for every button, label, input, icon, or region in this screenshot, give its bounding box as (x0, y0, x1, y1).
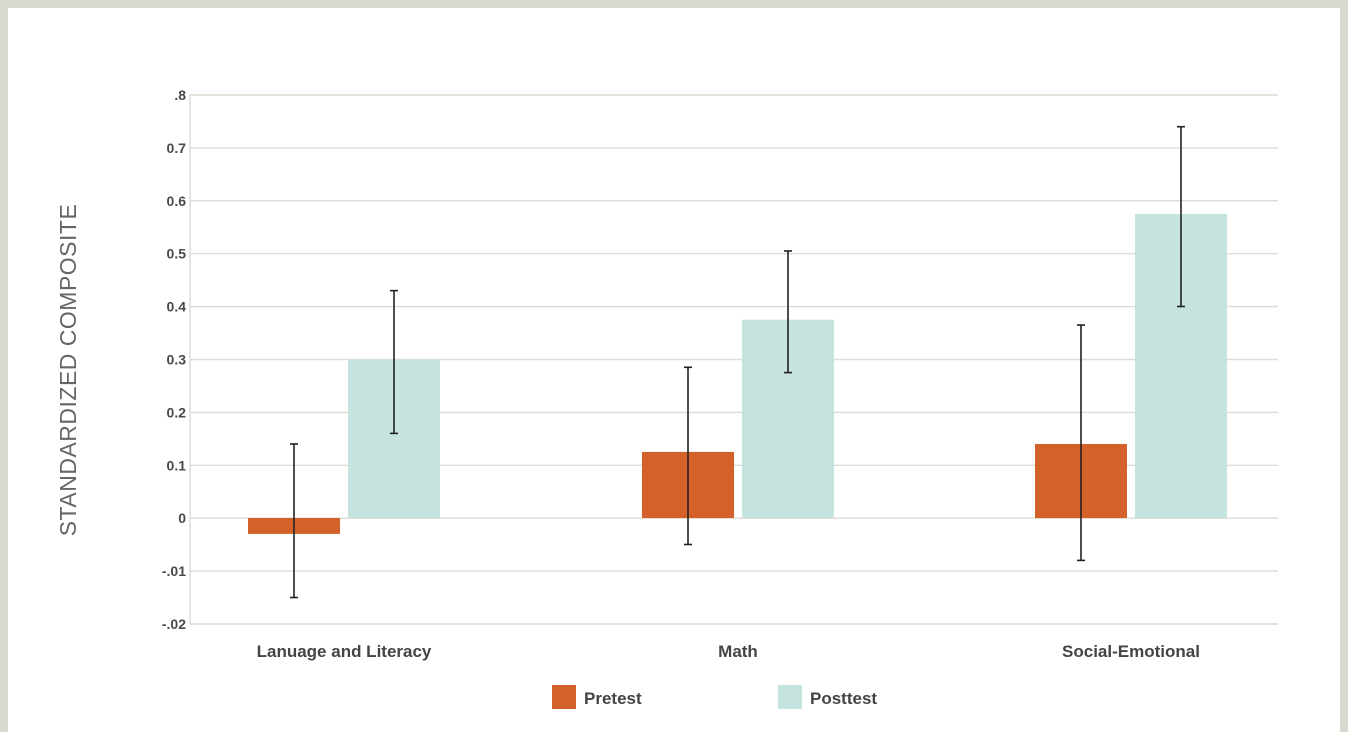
y-tick-label: 0.6 (167, 193, 187, 209)
y-axis-label: STANDARDIZED COMPOSITE (55, 204, 81, 537)
y-tick-label: 0 (178, 510, 186, 526)
x-axis-categories: Lanuage and Literacy Math Social-Emotional (257, 642, 1200, 661)
bar-chart: .8 0.7 0.6 0.5 0.4 0.3 0.2 0.1 0 -.01 -.02 STANDAR… (55, 87, 1278, 709)
x-category-label: Lanuage and Literacy (257, 642, 432, 661)
y-tick-label: 0.2 (167, 404, 187, 420)
legend-swatch-pretest (552, 685, 576, 709)
legend-swatch-posttest (778, 685, 802, 709)
y-tick-label: -.02 (162, 616, 186, 632)
y-tick-label: -.01 (162, 563, 186, 579)
bars (248, 213, 1227, 534)
y-tick-label: 0.7 (167, 140, 187, 156)
y-tick-label: 0.5 (167, 246, 187, 262)
legend: Pretest Posttest (552, 685, 877, 709)
chart-frame: .8 0.7 0.6 0.5 0.4 0.3 0.2 0.1 0 -.01 -.02 STANDAR… (8, 8, 1340, 732)
y-tick-label: .8 (174, 87, 186, 103)
y-tick-label: 0.4 (167, 299, 187, 315)
y-tick-label: 0.1 (167, 457, 187, 473)
y-tick-label: 0.3 (167, 352, 187, 368)
x-category-label: Social-Emotional (1062, 642, 1200, 661)
error-bars (290, 125, 1185, 599)
y-axis-ticks: .8 0.7 0.6 0.5 0.4 0.3 0.2 0.1 0 -.01 -.02 (162, 87, 186, 632)
legend-label-posttest: Posttest (810, 689, 877, 708)
x-category-label: Math (718, 642, 758, 661)
legend-label-pretest: Pretest (584, 689, 642, 708)
